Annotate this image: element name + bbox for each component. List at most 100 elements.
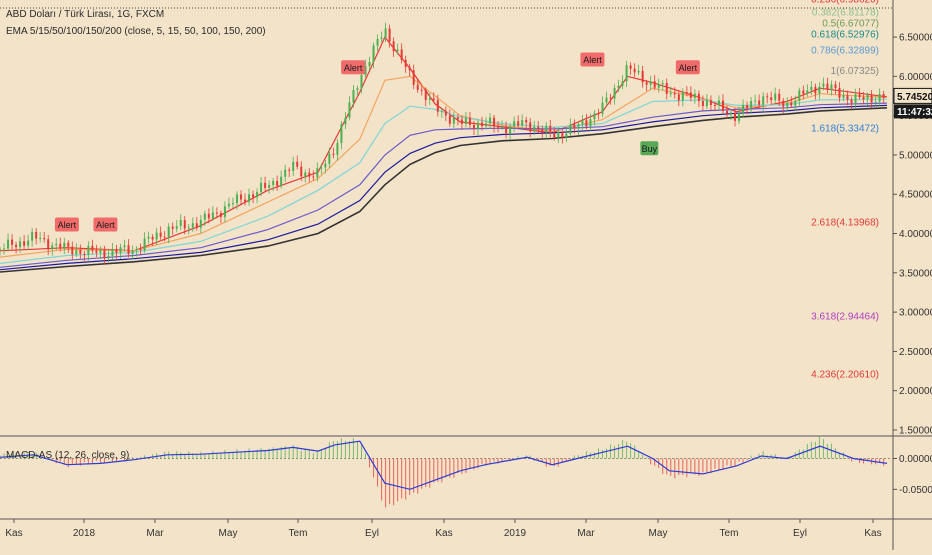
macd-title: MACD-AS (12, 26, close, 9) — [6, 450, 130, 461]
alert-badge — [675, 60, 700, 75]
candle-body — [368, 62, 371, 66]
candle-body — [557, 131, 560, 138]
candle-body — [858, 94, 861, 98]
candle-body — [11, 239, 14, 245]
candle-body — [7, 239, 10, 249]
candle-body — [790, 102, 793, 106]
time-tick-label: Kas — [864, 528, 881, 539]
candle-body — [657, 84, 660, 88]
candle-body — [227, 203, 230, 207]
candle-body — [786, 102, 789, 107]
candle-body — [292, 161, 295, 171]
candle-body — [91, 245, 94, 251]
candle-body — [388, 28, 391, 42]
candle-body — [545, 125, 548, 133]
candle-body — [155, 232, 158, 240]
candle-body — [115, 249, 118, 253]
macd-line — [0, 440, 888, 490]
candle-body — [826, 83, 829, 90]
candle-body — [810, 86, 813, 91]
candle-body — [219, 213, 222, 217]
time-tick-label: Kas — [5, 528, 22, 539]
time-tick-label: Mar — [577, 528, 595, 539]
candle-body — [838, 87, 841, 98]
candle-body — [468, 118, 471, 125]
candle-body — [139, 248, 142, 251]
candle-body — [464, 118, 467, 124]
countdown-label: 11:47:32 — [897, 107, 932, 118]
candle-body — [231, 203, 234, 205]
candle-body — [553, 132, 556, 138]
candle-body — [428, 98, 431, 100]
candle-body — [460, 119, 463, 124]
candle-body — [207, 213, 210, 219]
candle-body — [324, 163, 327, 168]
time-tick-label: May — [219, 528, 238, 539]
candle-body — [509, 126, 512, 134]
candle-body — [239, 194, 242, 200]
time-tick-label: Eyl — [793, 528, 807, 539]
price-tick-label: 6.50000 — [899, 33, 932, 44]
candle-body — [131, 250, 134, 255]
candle-body — [513, 121, 516, 127]
candle-body — [268, 184, 271, 188]
candle-body — [476, 122, 479, 130]
candle-body — [31, 231, 34, 241]
time-tick-label: Mar — [146, 528, 164, 539]
candle-body — [517, 121, 520, 126]
candle-body — [818, 86, 821, 94]
candle-body — [842, 95, 845, 98]
candle-body — [143, 238, 146, 251]
candle-body — [846, 95, 849, 100]
candle-body — [39, 238, 42, 240]
candle-body — [721, 100, 724, 111]
candle-body — [280, 176, 283, 186]
fib-level-label: 0.5(6.67077) — [822, 19, 879, 30]
candle-body — [95, 250, 98, 253]
candle-body — [199, 219, 202, 228]
candle-body — [187, 227, 190, 229]
candle-body — [316, 168, 319, 178]
candle-body — [340, 124, 343, 143]
candle-body — [834, 84, 837, 88]
candle-body — [63, 242, 66, 249]
candle-body — [472, 124, 475, 130]
candle-body — [713, 104, 716, 106]
candle-body — [774, 93, 777, 101]
candle-body — [436, 100, 439, 112]
candle-body — [23, 241, 26, 246]
candle-body — [71, 246, 74, 255]
candle-body — [549, 125, 552, 133]
ema50-line — [0, 98, 888, 264]
candle-body — [384, 28, 387, 38]
candle-body — [235, 194, 238, 204]
candle-body — [444, 111, 447, 116]
price-tick-label: 2.00000 — [899, 386, 932, 397]
candle-body — [127, 245, 130, 255]
time-tick-label: Eyl — [365, 528, 379, 539]
candle-body — [802, 90, 805, 94]
candle-body — [685, 92, 688, 94]
candle-body — [738, 113, 741, 121]
candle-body — [814, 86, 817, 94]
candle-body — [589, 119, 592, 127]
candle-body — [332, 153, 335, 155]
candle-body — [681, 92, 684, 101]
last-price-box — [893, 87, 932, 104]
price-tick-label: 4.00000 — [899, 229, 932, 240]
candle-body — [585, 120, 588, 127]
candle-body — [183, 220, 186, 229]
price-tick-label: 5.00000 — [899, 150, 932, 161]
candle-body — [211, 212, 214, 219]
candle-body — [75, 249, 78, 255]
candle-body — [55, 243, 58, 246]
candle-body — [320, 167, 323, 169]
candle-body — [569, 124, 572, 134]
candle-body — [489, 117, 492, 124]
candle-body — [328, 153, 331, 164]
candle-body — [336, 142, 339, 155]
fib-level-label: 0.382(6.81178) — [812, 8, 879, 19]
candle-body — [742, 105, 745, 114]
candle-body — [67, 242, 70, 247]
